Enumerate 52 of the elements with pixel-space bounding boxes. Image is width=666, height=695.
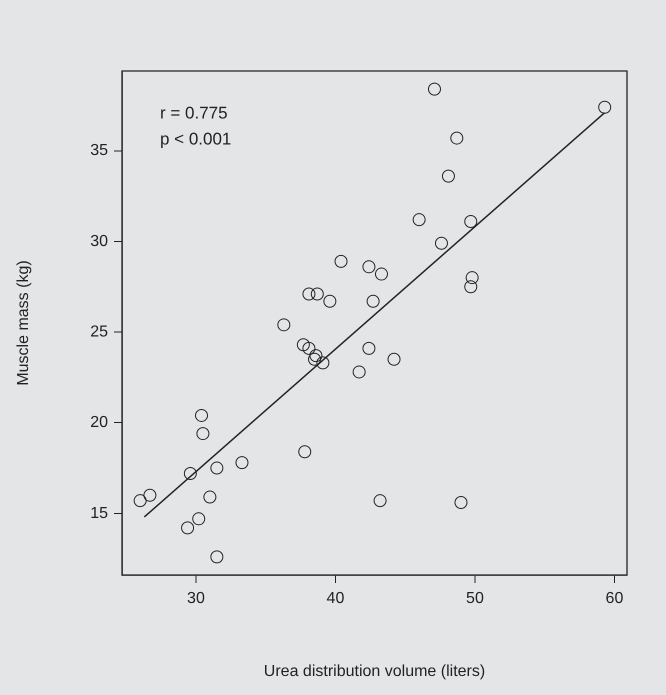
point xyxy=(323,294,336,308)
point xyxy=(434,236,448,250)
x-tick-label: 50 xyxy=(466,590,484,608)
point xyxy=(464,214,478,228)
point xyxy=(450,132,464,145)
point xyxy=(210,462,224,475)
point xyxy=(310,287,324,300)
point xyxy=(334,254,348,268)
point xyxy=(309,349,322,362)
y-tick-label: 15 xyxy=(90,504,108,522)
point xyxy=(308,352,322,366)
point xyxy=(466,271,479,284)
x-axis-title: Urea distribution volume (liters) xyxy=(264,662,486,680)
point xyxy=(184,466,197,480)
point xyxy=(366,294,380,308)
point xyxy=(143,488,156,502)
point xyxy=(454,496,468,509)
annotation: p < 0.001 xyxy=(160,130,232,149)
point xyxy=(442,170,455,183)
x-tick-label: 30 xyxy=(187,590,205,608)
point xyxy=(298,445,312,458)
point xyxy=(374,268,388,281)
point xyxy=(277,318,290,332)
point xyxy=(316,356,330,370)
point xyxy=(181,521,194,534)
point xyxy=(235,456,248,470)
point xyxy=(464,280,478,294)
point xyxy=(598,100,612,114)
y-tick-label: 35 xyxy=(90,142,108,160)
point xyxy=(192,512,206,526)
y-tick-label: 20 xyxy=(90,414,108,432)
point xyxy=(412,213,426,226)
point xyxy=(388,352,401,366)
point xyxy=(302,342,316,355)
y-tick-label: 25 xyxy=(90,323,108,340)
x-tick-label: 40 xyxy=(326,590,344,608)
point xyxy=(374,494,387,508)
point xyxy=(195,408,208,422)
point xyxy=(196,427,210,440)
x-tick-label: 60 xyxy=(606,590,624,608)
point xyxy=(210,550,224,564)
point xyxy=(203,490,216,504)
point xyxy=(352,365,366,378)
point xyxy=(134,494,147,508)
point xyxy=(362,260,376,274)
y-tick-label: 30 xyxy=(90,232,108,250)
point xyxy=(362,342,376,355)
point xyxy=(302,287,316,300)
y-axis-title: Muscle mass (kg) xyxy=(15,260,32,386)
point xyxy=(296,338,310,352)
point xyxy=(428,82,441,96)
annotation: r = 0.775 xyxy=(160,104,228,123)
